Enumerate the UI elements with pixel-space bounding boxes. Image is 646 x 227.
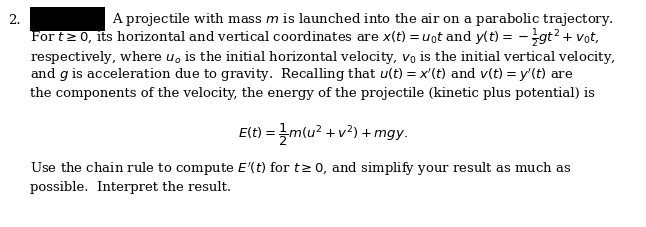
Text: Use the chain rule to compute $E'(t)$ for $t \geq 0$, and simplify your result a: Use the chain rule to compute $E'(t)$ fo…: [30, 160, 572, 177]
Text: A projectile with mass $m$ is launched into the air on a parabolic trajectory.: A projectile with mass $m$ is launched i…: [112, 11, 614, 28]
Text: the components of the velocity, the energy of the projectile (kinetic plus poten: the components of the velocity, the ener…: [30, 87, 595, 100]
Text: $E(t) = \dfrac{1}{2}m(u^2 + v^2) + mgy.$: $E(t) = \dfrac{1}{2}m(u^2 + v^2) + mgy.$: [238, 121, 408, 147]
Text: possible.  Interpret the result.: possible. Interpret the result.: [30, 180, 231, 193]
Text: For $t \geq 0$, its horizontal and vertical coordinates are $x(t) = u_0t$ and $y: For $t \geq 0$, its horizontal and verti…: [30, 27, 599, 49]
Text: and $g$ is acceleration due to gravity.  Recalling that $u(t) = x'(t)$ and $v(t): and $g$ is acceleration due to gravity. …: [30, 67, 574, 84]
Text: 2.: 2.: [8, 13, 21, 26]
Bar: [30, 8, 105, 32]
Text: respectively, where $u_o$ is the initial horizontal velocity, $v_0$ is the initi: respectively, where $u_o$ is the initial…: [30, 48, 616, 65]
